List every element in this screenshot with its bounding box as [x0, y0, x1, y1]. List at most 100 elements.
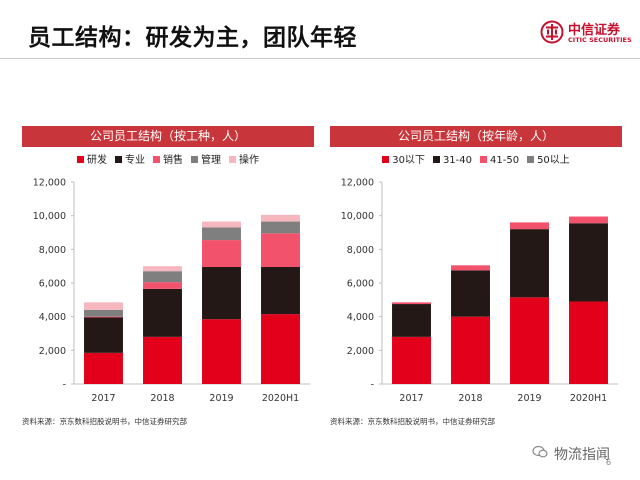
logo-name-en: CITIC SECURITIES	[568, 36, 632, 44]
legend-label: 31-40	[442, 155, 472, 166]
x-tick-label: 2017	[91, 393, 115, 404]
bar-segment	[261, 267, 300, 315]
legend-swatch	[191, 156, 198, 163]
bar-segment	[569, 223, 608, 302]
bar-segment	[261, 221, 300, 234]
chart-panel-by-job: 公司员工结构（按工种，人） 研发 专业 销售 管理 操作 - 2,000 4,000 6,00…	[22, 126, 314, 436]
bar-segment	[261, 214, 300, 222]
legend-item: 管理	[191, 154, 221, 168]
bar-segment	[451, 265, 490, 271]
bar-segment	[510, 297, 549, 384]
legend-swatch	[77, 156, 84, 163]
x-tick-label: 2020H1	[570, 393, 607, 404]
logo-name-cn: 中信证券	[568, 23, 621, 38]
bar-segment	[202, 240, 241, 268]
legend-item: 销售	[153, 154, 183, 168]
bar-segment	[261, 233, 300, 268]
bar-segment	[392, 336, 431, 384]
page-title: 员工结构：研发为主，团队年轻	[28, 25, 357, 51]
y-tick-label: 6,000	[347, 279, 374, 290]
legend-swatch	[153, 156, 160, 163]
bar-segment	[202, 319, 241, 384]
legend-label: 41-50	[490, 155, 520, 166]
legend-item: 50以上	[527, 154, 570, 168]
x-tick-label: 2019	[517, 393, 541, 404]
title-divider	[0, 58, 640, 59]
bar-segment	[84, 352, 123, 384]
legend-swatch	[480, 156, 487, 163]
bar-segment	[569, 301, 608, 384]
bar-segment	[143, 282, 182, 289]
x-tick-label: 2018	[150, 393, 174, 404]
legend-item: 操作	[229, 154, 259, 168]
bar-segment	[143, 266, 182, 272]
y-tick-label: 10,000	[341, 211, 374, 222]
y-tick-label: -	[371, 380, 374, 391]
legend-label: 销售	[163, 155, 183, 166]
y-tick-label: 6,000	[39, 279, 66, 290]
legend-label: 专业	[125, 155, 145, 166]
y-tick-label: 2,000	[39, 346, 66, 357]
chart-title: 公司员工结构（按年龄，人）	[330, 126, 622, 147]
bar-segment	[202, 227, 241, 241]
legend-label: 50以上	[537, 155, 570, 166]
bar-segment	[84, 309, 123, 317]
wechat-watermark: 物流指闻	[532, 442, 632, 464]
bar-segment	[143, 271, 182, 283]
stacked-bar-chart: - 2,000 4,000 6,000 8,000 10,000 12,000 2017 201…	[33, 178, 310, 404]
chart-panel-by-age: 公司员工结构（按年龄，人） 30以下 31-40 41-50 50以上 - 2,000 4…	[330, 126, 622, 436]
bar-segment	[451, 270, 490, 317]
page-number: 6	[606, 458, 612, 467]
legend-label: 30以下	[392, 155, 425, 166]
bar-segment	[202, 267, 241, 320]
chart-legend: 研发 专业 销售 管理 操作	[22, 154, 314, 168]
x-tick-label: 2019	[209, 393, 233, 404]
bar-segment	[261, 314, 300, 384]
x-tick-label: 2017	[399, 393, 423, 404]
bar-segment	[143, 288, 182, 337]
legend-item: 30以下	[382, 154, 425, 168]
y-tick-label: 12,000	[341, 178, 374, 189]
legend-item: 研发	[77, 154, 107, 168]
legend-swatch	[115, 156, 122, 163]
bar-segment	[84, 316, 123, 318]
legend-swatch	[382, 156, 390, 163]
legend-swatch	[527, 156, 535, 163]
legend-item: 31-40	[432, 154, 472, 168]
y-tick-label: 10,000	[33, 211, 66, 222]
y-tick-label: 12,000	[33, 178, 66, 189]
chart-title: 公司员工结构（按工种，人）	[22, 126, 314, 147]
legend-label: 管理	[201, 155, 221, 166]
citic-logo-icon	[540, 20, 564, 44]
watermark-text: 物流指闻	[554, 447, 610, 463]
citic-securities-logo: 中信证券 CITIC SECURITIES	[540, 18, 632, 50]
legend-item: 专业	[115, 154, 145, 168]
stacked-bar-chart: - 2,000 4,000 6,000 8,000 10,000 12,000 2017 201…	[341, 178, 618, 404]
legend-label: 研发	[87, 155, 107, 166]
y-tick-label: 4,000	[347, 312, 374, 323]
y-tick-label: -	[63, 380, 66, 391]
legend-item: 41-50	[480, 154, 519, 168]
wechat-icon	[532, 445, 548, 458]
source-note: 资料来源：京东数科招股说明书，中信证券研究部	[330, 417, 495, 426]
bar-segment	[392, 304, 431, 337]
y-tick-label: 8,000	[39, 245, 66, 256]
legend-label: 操作	[239, 155, 259, 166]
bar-segment	[202, 221, 241, 228]
source-note: 资料来源：京东数科招股说明书，中信证券研究部	[22, 417, 187, 426]
bar-segment	[84, 302, 123, 310]
legend-swatch	[229, 156, 236, 163]
y-tick-label: 8,000	[347, 245, 374, 256]
legend-swatch	[432, 156, 440, 163]
bar-segment	[392, 302, 431, 305]
chart-legend: 30以下 31-40 41-50 50以上	[330, 154, 622, 168]
bar-segment	[451, 316, 490, 384]
y-tick-label: 4,000	[39, 312, 66, 323]
x-tick-label: 2020H1	[262, 393, 299, 404]
bar-segment	[510, 229, 549, 298]
bar-segment	[84, 317, 123, 353]
bar-segment	[569, 216, 608, 224]
y-tick-label: 2,000	[347, 346, 374, 357]
bar-segment	[510, 222, 549, 230]
bar-segment	[143, 336, 182, 384]
